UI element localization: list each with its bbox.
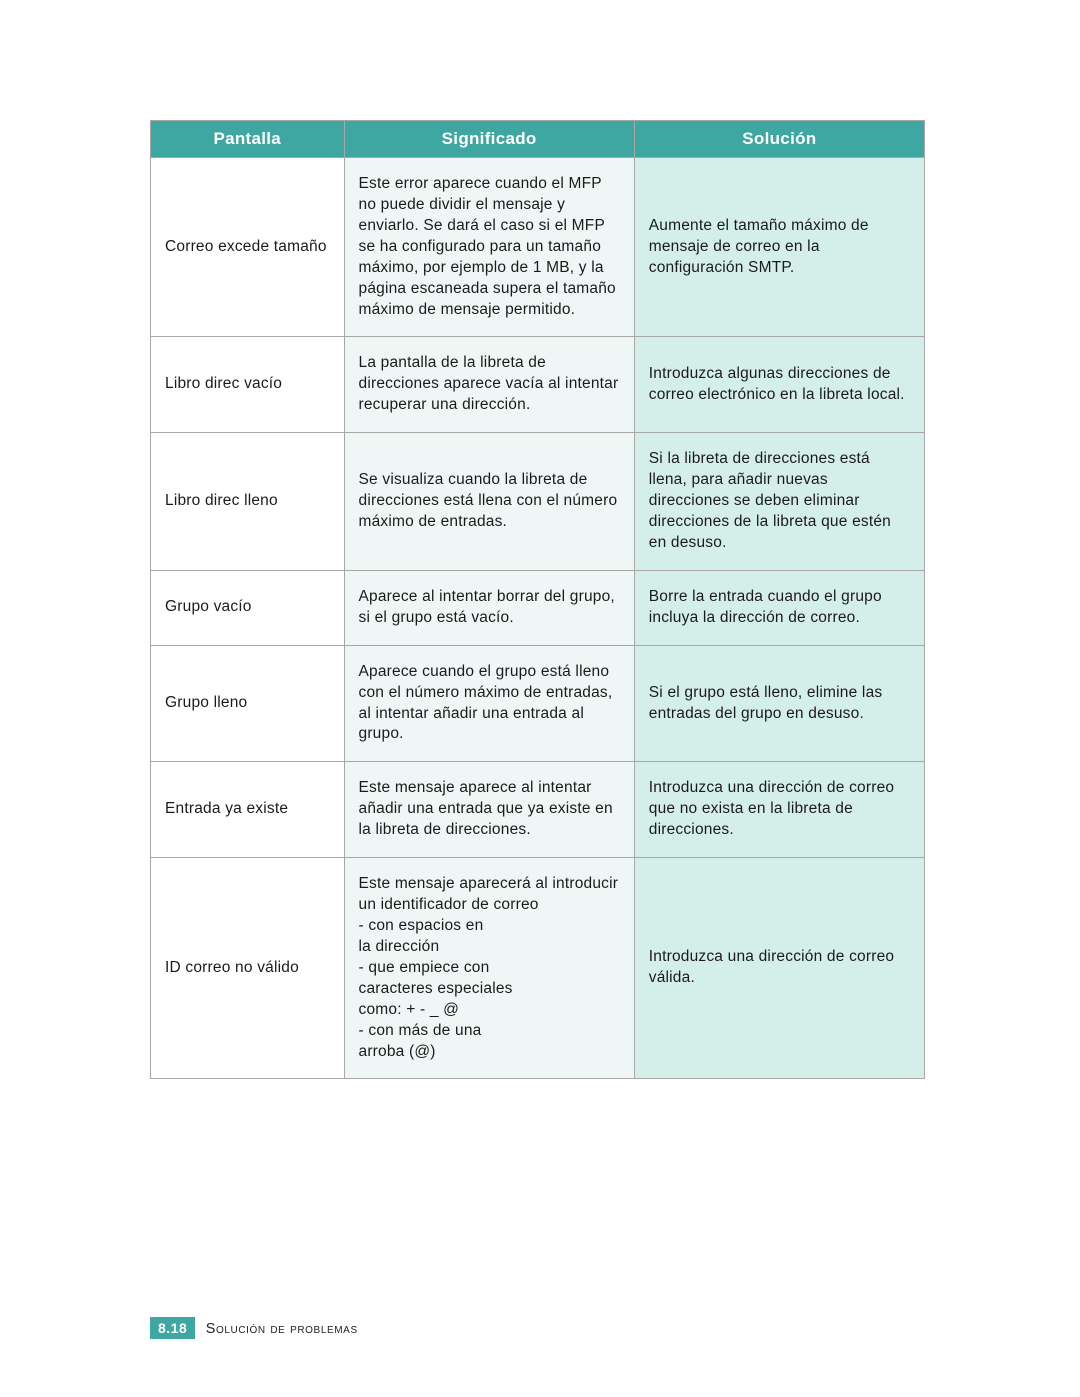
table-row: Grupo vacío Aparece al intentar borrar d… — [151, 570, 925, 645]
cell-significado: La pantalla de la libreta de direcciones… — [344, 337, 634, 433]
cell-significado: Se visualiza cuando la libreta de direcc… — [344, 433, 634, 571]
table-row: Libro direc vacío La pantalla de la libr… — [151, 337, 925, 433]
cell-significado: Este mensaje aparece al intentar añadir … — [344, 762, 634, 858]
cell-pantalla: Grupo vacío — [151, 570, 345, 645]
table-row: Entrada ya existe Este mensaje aparece a… — [151, 762, 925, 858]
table-row: Grupo lleno Aparece cuando el grupo está… — [151, 645, 925, 762]
cell-solucion: Si la libreta de direcciones está llena,… — [634, 433, 924, 571]
cell-pantalla: ID correo no válido — [151, 858, 345, 1079]
cell-pantalla: Correo excede tamaño — [151, 158, 345, 337]
table-row: ID correo no válido Este mensaje aparece… — [151, 858, 925, 1079]
page-footer: 8.18 Solución de problemas — [150, 1317, 358, 1339]
table-row: Libro direc lleno Se visualiza cuando la… — [151, 433, 925, 571]
cell-significado: Aparece cuando el grupo está lleno con e… — [344, 645, 634, 762]
col-header-significado: Significado — [344, 121, 634, 158]
table-header-row: Pantalla Significado Solución — [151, 121, 925, 158]
cell-significado: Aparece al intentar borrar del grupo, si… — [344, 570, 634, 645]
col-header-solucion: Solución — [634, 121, 924, 158]
cell-solucion: Aumente el tamaño máximo de mensaje de c… — [634, 158, 924, 337]
troubleshooting-table: Pantalla Significado Solución Correo exc… — [150, 120, 925, 1079]
table-row: Correo excede tamaño Este error aparece … — [151, 158, 925, 337]
page-number-badge: 8.18 — [150, 1317, 195, 1339]
cell-pantalla: Libro direc lleno — [151, 433, 345, 571]
cell-pantalla: Entrada ya existe — [151, 762, 345, 858]
cell-solucion: Introduzca una dirección de correo que n… — [634, 762, 924, 858]
cell-solucion: Introduzca algunas direcciones de correo… — [634, 337, 924, 433]
cell-solucion: Borre la entrada cuando el grupo incluya… — [634, 570, 924, 645]
cell-solucion: Si el grupo está lleno, elimine las entr… — [634, 645, 924, 762]
cell-pantalla: Grupo lleno — [151, 645, 345, 762]
document-page: Pantalla Significado Solución Correo exc… — [0, 0, 1080, 1397]
cell-significado: Este mensaje aparecerá al introducir un … — [344, 858, 634, 1079]
section-title: Solución de problemas — [206, 1321, 358, 1337]
cell-pantalla: Libro direc vacío — [151, 337, 345, 433]
col-header-pantalla: Pantalla — [151, 121, 345, 158]
cell-significado: Este error aparece cuando el MFP no pued… — [344, 158, 634, 337]
cell-solucion: Introduzca una dirección de correo válid… — [634, 858, 924, 1079]
